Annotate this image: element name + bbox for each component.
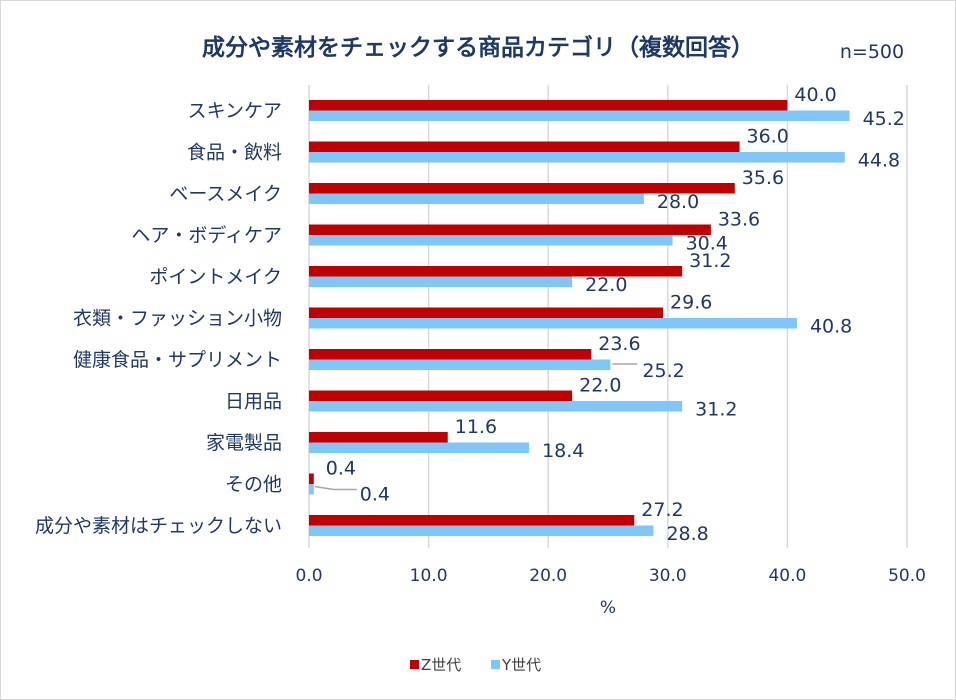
- category-label: その他: [225, 474, 282, 496]
- data-label: 25.2: [642, 360, 684, 382]
- bar-z: [309, 183, 735, 194]
- category-label: 日用品: [225, 391, 282, 413]
- bar-z: [309, 141, 740, 152]
- bar-y: [309, 276, 573, 287]
- data-label: 31.2: [689, 250, 731, 272]
- bar-z: [309, 307, 664, 318]
- data-label: 44.8: [858, 150, 900, 172]
- category-label: スキンケア: [188, 100, 282, 122]
- legend-label-z: Z世代: [421, 656, 461, 674]
- data-label: 0.4: [326, 458, 356, 480]
- bar-y: [309, 193, 644, 204]
- legend-swatch-y: [491, 660, 500, 669]
- data-label: 35.6: [742, 167, 784, 189]
- data-label: 22.0: [585, 274, 627, 296]
- category-label: 健康食品・サプリメント: [73, 349, 282, 371]
- x-tick-label: 40.0: [768, 566, 806, 586]
- data-label: 40.0: [794, 84, 836, 106]
- bar-z: [309, 515, 635, 526]
- data-label: 29.6: [670, 292, 712, 314]
- bar-z: [309, 390, 573, 401]
- bar-y: [309, 359, 611, 370]
- data-label: 36.0: [747, 126, 789, 148]
- data-label: 18.4: [542, 440, 584, 462]
- x-tick-label: 50.0: [888, 566, 926, 586]
- data-label: 31.2: [695, 399, 737, 421]
- bar-z: [309, 349, 592, 360]
- category-label: 成分や素材はチェックしない: [35, 515, 282, 537]
- x-tick-label: 0.0: [295, 566, 322, 586]
- category-label: 家電製品: [206, 432, 282, 454]
- sample-size-label: n=500: [840, 41, 904, 63]
- bar-y: [309, 525, 654, 536]
- data-label: 40.8: [810, 316, 852, 338]
- data-label: 27.2: [641, 499, 683, 521]
- category-label: ポイントメイク: [149, 266, 282, 288]
- category-label: ベースメイク: [169, 183, 282, 205]
- leader-line: [314, 485, 357, 491]
- bar-z: [309, 266, 683, 277]
- data-label: 28.8: [666, 523, 708, 545]
- data-label: 30.4: [686, 233, 728, 255]
- data-label: 23.6: [598, 333, 640, 355]
- x-tick-label: 30.0: [649, 566, 687, 586]
- bar-z: [309, 432, 448, 443]
- legend-label-y: Y世代: [501, 656, 541, 674]
- data-label: 0.4: [360, 484, 390, 506]
- bar-y: [309, 235, 673, 246]
- category-label: ヘア・ボディケア: [131, 225, 282, 247]
- data-label: 11.6: [455, 416, 497, 438]
- bar-y: [309, 318, 797, 329]
- x-tick-label: 20.0: [529, 566, 567, 586]
- bar-z: [309, 100, 788, 111]
- bar-y: [309, 401, 683, 412]
- legend: Z世代 Y世代: [410, 656, 541, 674]
- category-label: 食品・飲料: [187, 142, 282, 164]
- x-axis-label: %: [600, 598, 616, 618]
- data-label: 33.6: [718, 209, 760, 231]
- x-tick-label: 10.0: [410, 566, 448, 586]
- bar-y: [309, 484, 314, 495]
- bar-y: [309, 442, 530, 453]
- legend-swatch-z: [410, 660, 419, 669]
- data-label: 45.2: [863, 108, 905, 130]
- bar-z: [309, 473, 314, 484]
- chart-title: 成分や素材をチェックする商品カテゴリ（複数回答）: [202, 34, 754, 61]
- category-label: 衣類・ファッション小物: [73, 308, 282, 330]
- bar-y: [309, 152, 845, 163]
- data-label: 28.0: [657, 191, 699, 213]
- bar-z: [309, 224, 711, 235]
- bar-y: [309, 110, 850, 121]
- data-label: 22.0: [579, 375, 621, 397]
